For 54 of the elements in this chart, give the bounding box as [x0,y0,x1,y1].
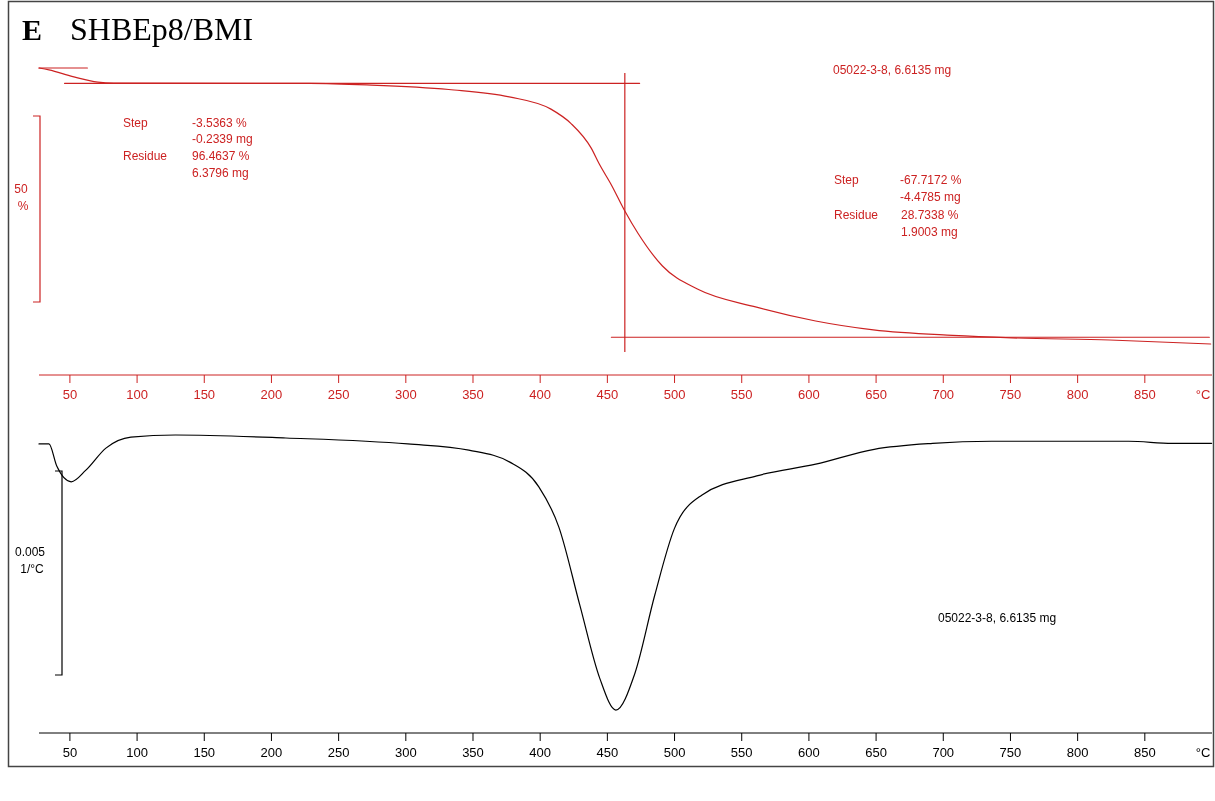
annotation: 96.4637 % [192,149,250,163]
x-tick-label: 350 [462,387,484,402]
x-tick-label: 250 [327,745,350,760]
annotation: -67.7172 % [900,173,962,187]
x-tick-label: 650 [865,387,887,402]
chart-subtitle: SHBEp8/BMI [70,11,254,47]
x-tick-label: 850 [1133,745,1156,760]
x-axis-title: °C [1195,387,1211,402]
annotation: 6.3796 mg [192,166,249,180]
annotation: 05022-3-8, 6.6135 mg [938,611,1057,625]
annotation: 0.005 1/°C [14,545,46,576]
x-tick-label: 150 [193,387,216,402]
annotation: 05022-3-8, 6.6135 mg [833,63,952,77]
x-tick-label: 100 [126,387,148,402]
x-tick-label: 800 [1066,387,1089,402]
x-tick-label: 600 [798,745,820,760]
annotation: -3.5363 % [192,116,248,130]
x-axis-title: °C [1195,745,1211,760]
x-tick-label: 50 [62,745,78,760]
x-tick-label: 800 [1066,745,1089,760]
annotation: Residue [834,208,879,222]
x-tick-label: 400 [529,745,552,760]
annotation: Residue [123,149,168,163]
chart-title: E [22,13,43,46]
x-tick-label: 450 [596,745,619,760]
x-tick-label: 550 [730,745,753,760]
x-tick-label: 100 [126,745,148,760]
x-tick-label: 50 [62,387,78,402]
annotation: Step [834,173,860,187]
x-tick-label: 300 [394,745,417,760]
x-tick-label: 300 [394,387,417,402]
x-tick-label: 750 [999,387,1022,402]
x-tick-label: 350 [462,745,484,760]
annotation: Step [123,116,149,130]
text: 50 % [14,182,29,213]
x-tick-label: 250 [327,387,350,402]
x-tick-label: 500 [663,745,686,760]
x-tick-label: 150 [193,745,216,760]
x-tick-label: 200 [260,387,283,402]
x-tick-label: 600 [798,387,820,402]
x-tick-label: 750 [999,745,1022,760]
x-tick-label: 700 [932,745,955,760]
x-tick-label: 550 [730,387,753,402]
annotation: -0.2339 mg [192,132,253,146]
x-tick-label: 650 [865,745,887,760]
x-tick-label: 200 [260,745,283,760]
x-tick-label: 850 [1133,387,1156,402]
x-tick-label: 400 [529,387,552,402]
x-tick-label: 700 [932,387,955,402]
x-tick-label: 500 [663,387,686,402]
x-tick-label: 450 [596,387,619,402]
annotation: 1.9003 mg [901,225,958,239]
annotation: 28.7338 % [901,208,959,222]
annotation: -4.4785 mg [900,190,961,204]
